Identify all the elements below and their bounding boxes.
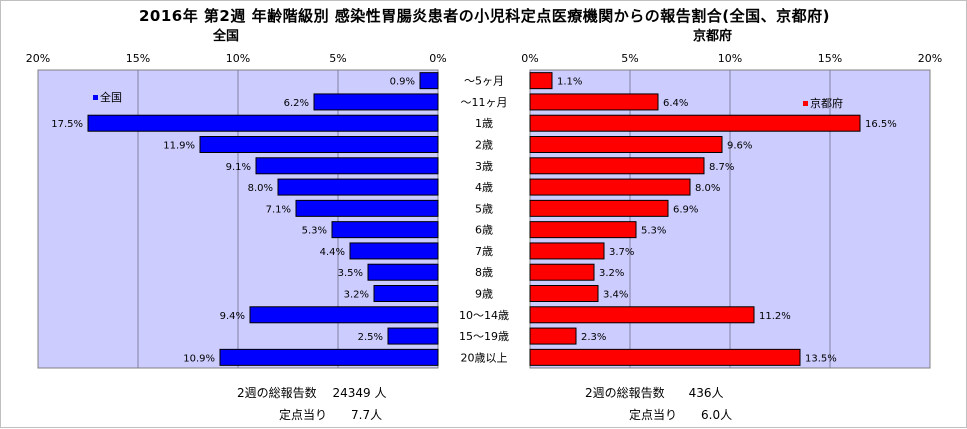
national-legend-label: 全国 xyxy=(100,90,122,104)
kyoto-panel-title: 京都府 xyxy=(693,29,733,44)
kyoto-x-tick-label: 15% xyxy=(818,52,842,65)
kyoto-legend-swatch xyxy=(803,101,808,106)
kyoto-value-label: 5.3% xyxy=(641,226,666,237)
category-label: ～5ヶ月 xyxy=(464,75,504,88)
national-bar xyxy=(255,157,439,175)
kyoto-value-label: 3.4% xyxy=(603,290,628,301)
kyoto-bar xyxy=(529,72,553,90)
national-per-site: 定点当り 7.7人 xyxy=(279,408,383,422)
national-value-label: 8.0% xyxy=(248,183,273,194)
kyoto-bar xyxy=(529,327,577,345)
kyoto-value-label: 6.9% xyxy=(673,204,698,215)
national-bar xyxy=(277,178,439,196)
category-label: 10～14歳 xyxy=(459,309,509,322)
kyoto-value-label: 9.6% xyxy=(727,141,752,152)
national-x-tick-label: 10% xyxy=(226,52,250,65)
kyoto-value-label: 3.2% xyxy=(599,268,624,279)
national-value-label: 2.5% xyxy=(358,332,383,343)
kyoto-bar xyxy=(529,306,755,324)
category-label: 5歳 xyxy=(475,202,493,215)
national-value-label: 3.5% xyxy=(338,268,363,279)
category-label: 1歳 xyxy=(475,117,493,130)
national-value-label: 5.3% xyxy=(302,226,327,237)
national-bar xyxy=(367,263,439,281)
kyoto-value-label: 13.5% xyxy=(805,353,837,364)
category-label: 6歳 xyxy=(475,224,493,237)
kyoto-x-tick-label: 5% xyxy=(621,52,638,65)
category-label: 8歳 xyxy=(475,266,493,279)
kyoto-value-label: 8.7% xyxy=(709,162,734,173)
kyoto-value-label: 11.2% xyxy=(759,311,791,322)
national-value-label: 17.5% xyxy=(51,119,83,130)
national-x-tick-label: 5% xyxy=(329,52,346,65)
national-legend-swatch xyxy=(93,95,98,100)
national-bar xyxy=(219,348,439,366)
national-bar xyxy=(349,242,439,260)
kyoto-value-label: 8.0% xyxy=(695,183,720,194)
kyoto-bar xyxy=(529,136,723,153)
national-value-label: 9.1% xyxy=(226,162,251,173)
kyoto-value-label: 16.5% xyxy=(865,119,897,130)
national-bar xyxy=(249,306,439,324)
kyoto-bar xyxy=(529,348,801,366)
national-value-label: 11.9% xyxy=(163,141,195,152)
kyoto-bar xyxy=(529,285,599,302)
kyoto-x-tick-label: 0% xyxy=(521,52,538,65)
national-bar xyxy=(295,199,439,217)
category-label: 7歳 xyxy=(475,245,493,258)
national-bar xyxy=(373,285,439,302)
category-label: 2歳 xyxy=(475,139,493,152)
national-x-tick-label: 0% xyxy=(429,52,446,65)
national-bar xyxy=(199,136,439,153)
kyoto-bar xyxy=(529,114,861,132)
category-label: 3歳 xyxy=(475,160,493,173)
national-bar xyxy=(419,72,439,90)
chart-title: 2016年 第2週 年齢階級別 感染性胃腸炎患者の小児科定点医療機関からの報告割… xyxy=(138,7,831,25)
national-value-label: 9.4% xyxy=(220,311,245,322)
category-label: 9歳 xyxy=(475,288,493,301)
kyoto-value-label: 1.1% xyxy=(557,77,582,88)
national-value-label: 0.9% xyxy=(390,77,415,88)
kyoto-value-label: 2.3% xyxy=(581,332,606,343)
kyoto-bar xyxy=(529,242,605,260)
kyoto-bar xyxy=(529,157,705,175)
national-panel-title: 全国 xyxy=(213,29,240,44)
kyoto-x-tick-label: 20% xyxy=(918,52,942,65)
national-bar xyxy=(313,93,439,111)
kyoto-bar xyxy=(529,178,691,196)
kyoto-legend-label: 京都府 xyxy=(810,96,843,110)
national-bar xyxy=(387,327,439,345)
kyoto-total-reports: 2週の総報告数 436人 xyxy=(585,386,724,400)
kyoto-value-label: 6.4% xyxy=(663,98,688,109)
kyoto-value-label: 3.7% xyxy=(609,247,634,258)
national-x-tick-label: 20% xyxy=(26,52,50,65)
kyoto-bar xyxy=(529,93,659,111)
category-label: ～11ヶ月 xyxy=(461,96,508,109)
national-value-label: 6.2% xyxy=(284,98,309,109)
national-value-label: 10.9% xyxy=(183,353,215,364)
national-value-label: 3.2% xyxy=(344,290,369,301)
national-value-label: 7.1% xyxy=(266,204,291,215)
kyoto-x-tick-label: 10% xyxy=(718,52,742,65)
category-label: 15～19歳 xyxy=(459,330,509,343)
national-bar xyxy=(87,114,439,132)
kyoto-per-site: 定点当り 6.0人 xyxy=(629,408,733,422)
kyoto-bar xyxy=(529,221,637,239)
category-label: 4歳 xyxy=(475,181,493,194)
national-total-reports: 2週の総報告数 24349 人 xyxy=(237,386,387,400)
national-bar xyxy=(331,221,439,239)
national-x-tick-label: 15% xyxy=(126,52,150,65)
kyoto-bar xyxy=(529,263,595,281)
kyoto-bar xyxy=(529,199,669,217)
category-label: 20歳以上 xyxy=(461,351,508,364)
national-value-label: 4.4% xyxy=(320,247,345,258)
